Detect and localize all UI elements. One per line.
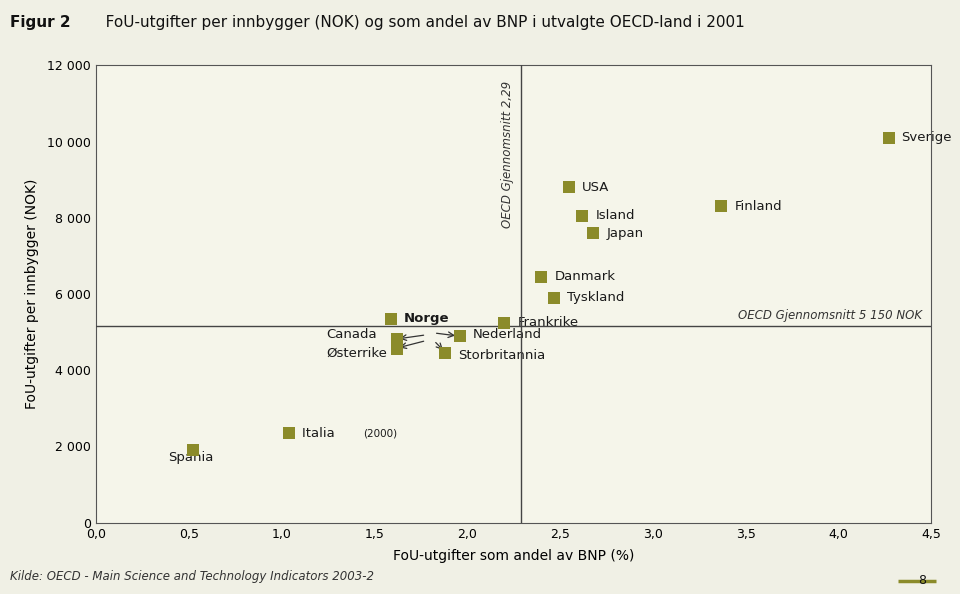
Point [281,428,297,438]
Point [496,318,512,327]
Text: Sverige: Sverige [901,131,952,144]
Text: Island: Island [595,210,635,222]
Text: OECD Gjennomsnitt 2,29: OECD Gjennomsnitt 2,29 [500,81,514,228]
Point [547,293,563,302]
Point [881,133,897,143]
Text: Finland: Finland [734,200,782,213]
Text: OECD Gjennomsnitt 5 150 NOK: OECD Gjennomsnitt 5 150 NOK [738,309,922,322]
Text: FoU-utgifter per innbygger (NOK) og som andel av BNP i utvalgte OECD-land i 2001: FoU-utgifter per innbygger (NOK) og som … [91,15,745,30]
Text: Figur 2: Figur 2 [10,15,70,30]
Point [534,272,549,282]
Text: Spania: Spania [168,451,214,465]
Point [562,182,577,192]
Text: Nederland: Nederland [472,327,541,340]
Text: Canada: Canada [326,327,376,340]
Text: Storbritannia: Storbritannia [458,349,545,362]
Text: USA: USA [583,181,610,194]
Point [389,345,404,354]
X-axis label: FoU-utgifter som andel av BNP (%): FoU-utgifter som andel av BNP (%) [393,549,635,563]
Point [714,201,730,211]
Point [185,446,201,455]
Text: Tyskland: Tyskland [567,291,625,304]
Text: Østerrike: Østerrike [326,347,387,359]
Point [383,314,398,324]
Text: Kilde: OECD - Main Science and Technology Indicators 2003-2: Kilde: OECD - Main Science and Technolog… [10,570,373,583]
Point [586,228,601,238]
Text: Italia: Italia [302,426,339,440]
Text: Japan: Japan [607,226,643,239]
Point [389,334,404,344]
Point [437,348,452,358]
Text: Frankrike: Frankrike [517,316,579,329]
Text: 8: 8 [919,574,926,587]
Point [452,331,468,341]
Y-axis label: FoU-utgifter per innbygger (NOK): FoU-utgifter per innbygger (NOK) [25,179,39,409]
Text: (2000): (2000) [363,428,397,438]
Text: Norge: Norge [404,312,449,326]
Point [575,211,590,220]
Text: Danmark: Danmark [555,270,615,283]
